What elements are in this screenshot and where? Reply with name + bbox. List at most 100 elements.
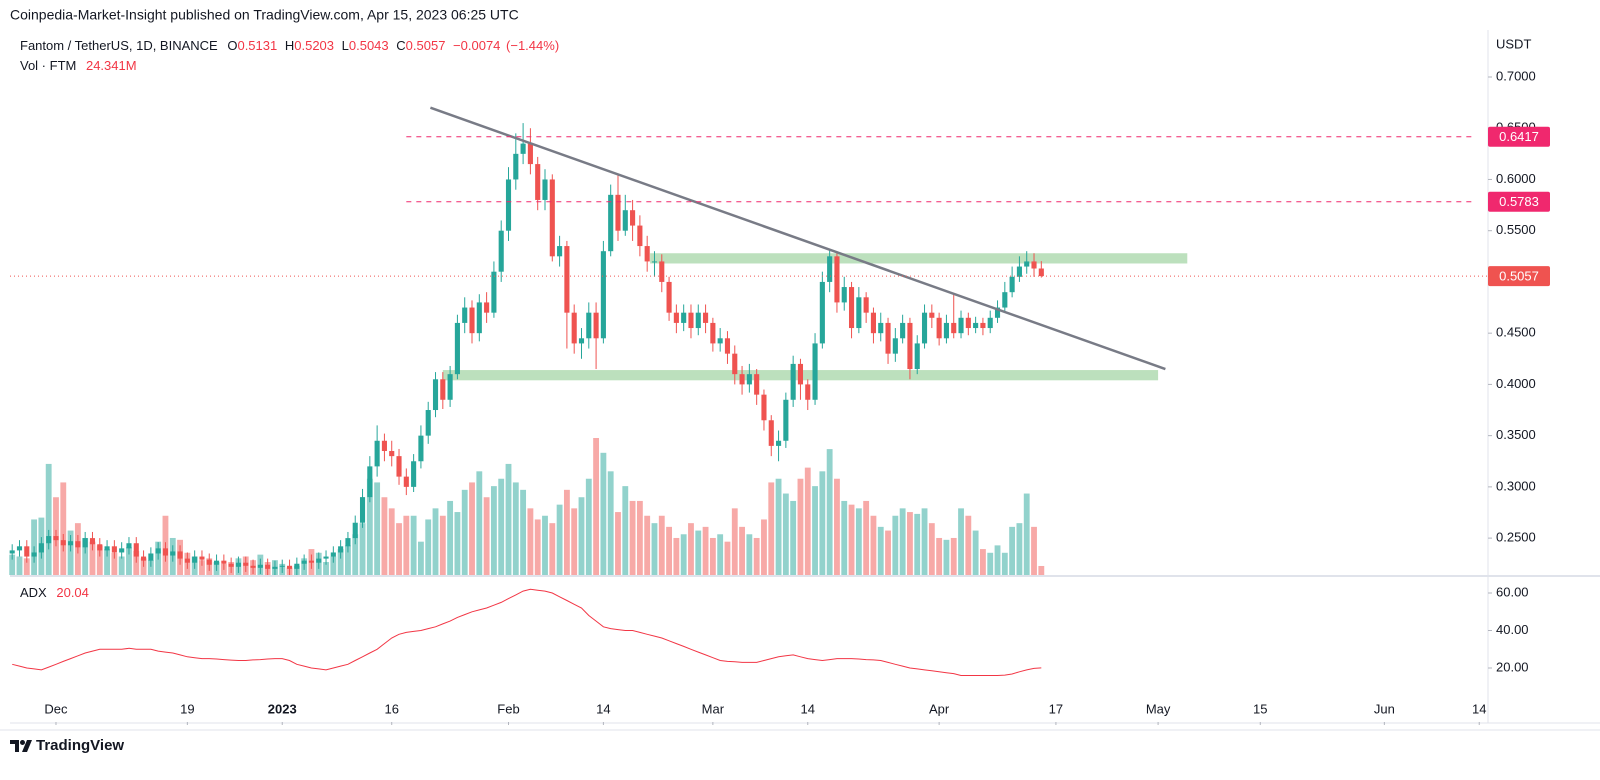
candle-body — [1016, 266, 1022, 277]
candle-body — [892, 338, 898, 354]
volume-bar — [688, 523, 694, 575]
candle-body — [279, 565, 285, 567]
x-tick-label: 16 — [384, 701, 398, 716]
volume-bar — [89, 541, 96, 575]
publish-header: Coinpedia-Market-Insight published on Tr… — [10, 7, 519, 23]
y-tick-label: 0.6000 — [1496, 171, 1536, 186]
candle-body — [527, 143, 533, 165]
volume-bar — [673, 537, 680, 575]
candle-body — [542, 179, 548, 200]
candle-body — [578, 338, 585, 344]
volume-label: Vol · FTM — [20, 58, 76, 73]
volume-bar — [658, 515, 665, 575]
candle-body — [724, 338, 731, 354]
y-tick-label: 0.3000 — [1496, 478, 1536, 493]
volume-bar — [651, 523, 658, 575]
candle-body — [943, 322, 949, 339]
volume-bar — [359, 523, 366, 575]
close-value: 0.5057 — [406, 38, 446, 53]
volume-bar — [680, 534, 687, 575]
x-tick-label: 19 — [180, 701, 194, 716]
volume-bar — [483, 497, 490, 575]
volume-bar — [96, 545, 103, 575]
candle-body — [75, 541, 81, 548]
volume-bar — [9, 554, 16, 575]
candle-body — [1031, 261, 1037, 269]
level-badge — [1488, 191, 1550, 212]
volume-bar — [1031, 526, 1037, 575]
volume-bar — [345, 545, 351, 575]
volume-bar — [797, 478, 804, 575]
volume-bar — [330, 556, 337, 575]
volume-bar — [746, 534, 753, 575]
volume-bar — [892, 515, 899, 575]
candle-body — [870, 312, 876, 334]
candle-body — [411, 461, 417, 487]
volume-bar — [739, 526, 745, 575]
x-tick-label: 14 — [596, 701, 610, 716]
x-tick-label: Dec — [44, 701, 68, 716]
volume-bar — [753, 537, 760, 575]
candle-body — [688, 312, 694, 329]
volume-bar — [534, 519, 541, 575]
candle-body — [235, 562, 242, 567]
volume-bar — [972, 530, 979, 575]
candle-body — [82, 538, 88, 548]
candle-body — [615, 194, 621, 231]
candle-body — [987, 317, 993, 329]
x-tick-label: 14 — [801, 701, 815, 716]
volume — [9, 438, 1045, 575]
candle-body — [352, 522, 358, 539]
candle-body — [549, 179, 555, 257]
candle-body — [432, 379, 439, 411]
candle-body — [571, 312, 577, 344]
volume-bar — [695, 530, 702, 575]
candle-body — [827, 256, 833, 282]
candle-body — [651, 261, 658, 263]
volume-bar — [907, 512, 913, 575]
level-label: 0.5783 — [1499, 194, 1539, 209]
change-pct: (−1.44%) — [506, 38, 559, 53]
candle-body — [141, 556, 147, 561]
volume-bar — [782, 493, 789, 575]
candle-body — [16, 546, 23, 551]
legend-l: L — [342, 38, 349, 53]
volume-bar — [323, 562, 329, 575]
candle-body — [739, 374, 745, 385]
candle-body — [476, 302, 482, 334]
candle-body — [454, 322, 460, 375]
volume-bar — [1038, 565, 1045, 575]
volume-bar — [498, 478, 505, 575]
volume-bar — [607, 471, 614, 575]
candle-body — [834, 256, 840, 303]
candle-body — [323, 556, 329, 559]
adx-line — [12, 588, 1042, 676]
volume-bar — [1023, 493, 1030, 575]
low-value: 0.5043 — [349, 38, 389, 53]
candle-body — [265, 564, 271, 569]
candle-body — [286, 565, 293, 569]
candle-body — [9, 550, 15, 554]
volume-bar — [943, 539, 950, 575]
volume-bar — [337, 549, 344, 575]
candle-body — [374, 440, 380, 467]
volume-bar — [490, 486, 497, 575]
y-tick-label: 0.5500 — [1496, 222, 1536, 237]
volume-bar — [834, 478, 840, 575]
candle-body — [403, 476, 409, 487]
candle-body — [790, 363, 796, 400]
trendline — [429, 106, 1166, 371]
candle-body — [214, 560, 220, 565]
candle-body — [367, 466, 373, 498]
volume-bar — [885, 530, 891, 575]
x-tick-label: 15 — [1253, 701, 1267, 716]
volume-bar — [863, 500, 870, 575]
volume-bar — [60, 482, 67, 575]
volume-bar — [790, 500, 797, 575]
volume-bar — [877, 526, 884, 575]
y-tick-label: 0.4500 — [1496, 325, 1536, 340]
volume-bar — [476, 471, 483, 575]
volume-bar — [133, 550, 140, 575]
candle-body — [608, 194, 614, 252]
legend-h: H — [285, 38, 294, 53]
